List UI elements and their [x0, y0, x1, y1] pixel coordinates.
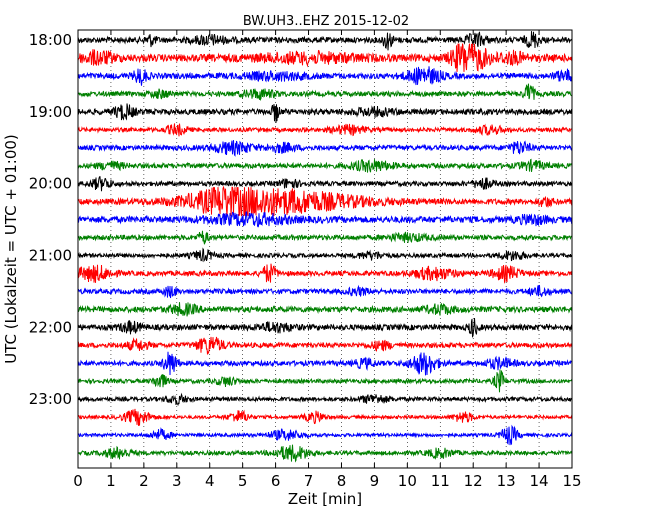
seismic-trace: [77, 43, 573, 73]
seismic-trace: [77, 351, 573, 376]
x-axis-label: Zeit [min]: [288, 490, 362, 508]
x-tick-label: 6: [271, 472, 281, 490]
chart-title: BW.UH3..EHZ 2015-12-02: [243, 14, 409, 29]
seismic-trace: [78, 302, 573, 317]
x-tick-label: 15: [562, 472, 581, 490]
x-tick-label: 3: [172, 472, 182, 490]
x-tick-label: 11: [431, 472, 450, 490]
y-axis-label: UTC (Lokalzeit = UTC + 01:00): [2, 134, 20, 364]
seismic-trace: [77, 211, 573, 228]
x-axis-ticks: 0 1 2 3 4 5 6 7 8 9 10 11 12 13 14 15: [73, 30, 582, 490]
seismic-trace: [77, 103, 573, 123]
x-tick-label: 2: [139, 472, 149, 490]
seismic-trace: [77, 158, 573, 173]
seismic-trace: [77, 284, 573, 299]
x-tick-label: 13: [497, 472, 516, 490]
x-tick-label: 4: [205, 472, 215, 490]
seismic-trace: [77, 185, 573, 217]
seismic-trace: [77, 392, 573, 407]
seismic-trace: [77, 369, 573, 393]
y-tick-label: 21:00: [29, 246, 72, 264]
seismic-trace: [77, 123, 573, 137]
seismic-trace: [77, 263, 573, 284]
y-axis-ticks: 18:00 19:00 20:00 21:00 22:00 23:00: [29, 31, 572, 408]
x-tick-label: 5: [238, 472, 248, 490]
x-tick-label: 1: [106, 472, 116, 490]
seismic-trace: [77, 83, 573, 102]
y-tick-label: 18:00: [29, 31, 72, 49]
x-tick-label: 10: [398, 472, 417, 490]
seismic-trace: [77, 424, 573, 446]
x-tick-label: 12: [464, 472, 483, 490]
seismic-trace: [77, 444, 573, 463]
x-tick-label: 7: [304, 472, 314, 490]
y-tick-label: 19:00: [29, 103, 72, 121]
seismic-trace: [77, 176, 573, 192]
plot-area: [78, 30, 572, 468]
x-tick-label: 14: [530, 472, 549, 490]
seismic-trace: [77, 140, 573, 157]
x-tick-label: 0: [73, 472, 83, 490]
seismic-trace: [77, 230, 573, 245]
y-tick-label: 23:00: [29, 390, 72, 408]
seismic-trace: [77, 336, 573, 355]
seismic-traces: [77, 31, 573, 463]
seismic-trace: [77, 247, 573, 263]
seismic-trace: [77, 31, 573, 51]
seismic-trace: [77, 66, 573, 86]
x-tick-label: 8: [337, 472, 347, 490]
seismic-trace: [77, 317, 573, 338]
y-tick-label: 20:00: [29, 175, 72, 193]
x-tick-label: 9: [370, 472, 380, 490]
seismic-trace: [77, 408, 573, 426]
plot-frame: [77, 29, 573, 469]
y-tick-label: 22:00: [29, 318, 72, 336]
